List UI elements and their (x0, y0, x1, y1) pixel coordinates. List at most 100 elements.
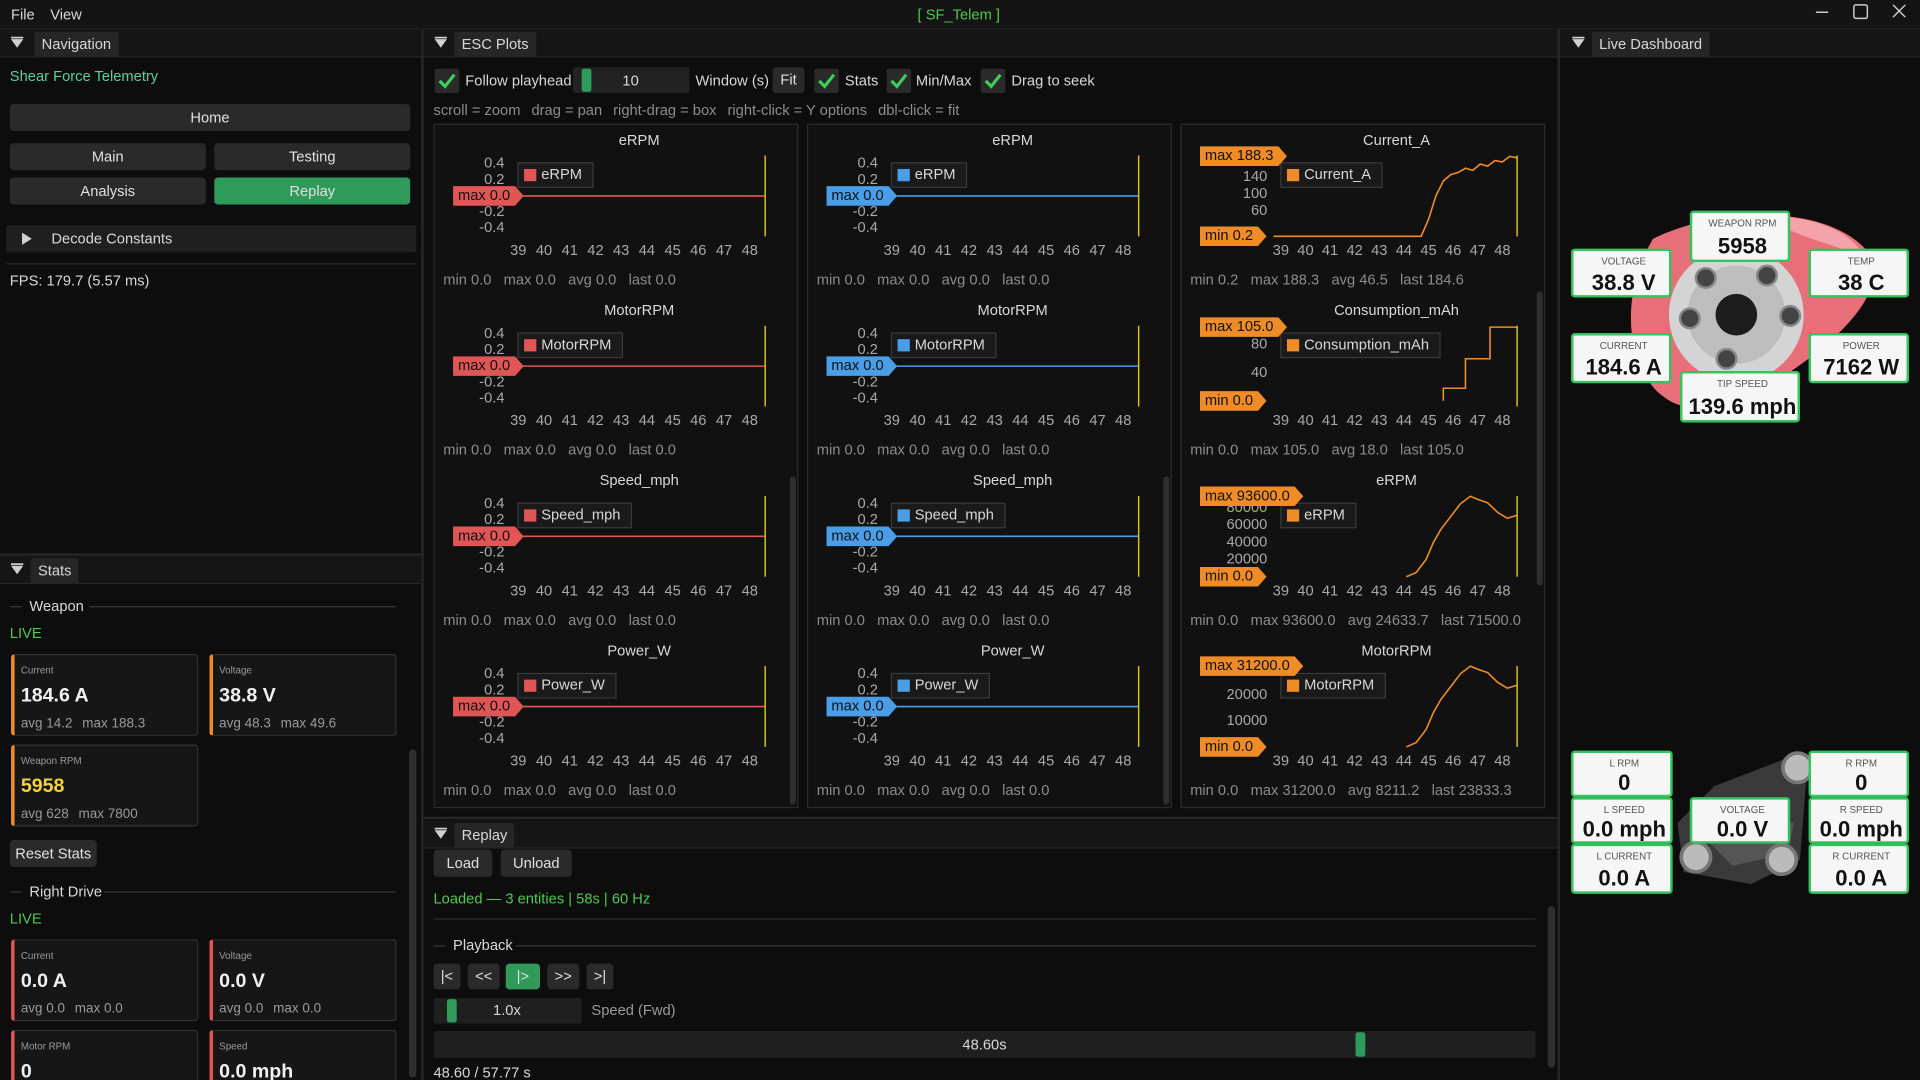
bolt (1715, 347, 1738, 370)
y-tick-label: 0.4 (484, 496, 504, 512)
tab[interactable]: Replay (454, 822, 515, 848)
stat-text: avg 8211.2 (1348, 783, 1420, 799)
stat-text: last 105.0 (1400, 443, 1464, 459)
dash-value: 0.0 mph (1819, 817, 1903, 842)
speed-slider[interactable] (433, 997, 582, 1024)
nav-button[interactable]: Replay (214, 177, 411, 205)
fit-button[interactable]: Fit (772, 67, 805, 94)
unload-button[interactable]: Unload (500, 849, 572, 877)
load-button[interactable]: Load (433, 849, 493, 877)
checkbox[interactable] (980, 68, 1006, 94)
playback-button[interactable]: >> (547, 963, 580, 990)
detail: max 7800 (78, 806, 138, 822)
x-tick-label: 48 (1115, 583, 1131, 599)
y-tick-label: 0.4 (858, 496, 878, 512)
playback-button[interactable]: << (467, 963, 500, 990)
x-tick-label: 46 (1445, 243, 1461, 259)
x-tick-label: 39 (510, 243, 526, 259)
x-tick-label: 41 (1322, 754, 1338, 770)
playback-button[interactable]: |> (505, 963, 540, 990)
toggle-icon (434, 36, 447, 48)
legend-swatch (897, 509, 910, 522)
check-mark (818, 73, 836, 89)
seek-bar[interactable] (433, 1031, 1536, 1058)
x-tick-label: 41 (562, 413, 578, 429)
slider[interactable] (573, 67, 690, 94)
nav-button[interactable]: Analysis (9, 177, 206, 205)
replay-status: Loaded — 3 entities | 58s | 60 Hz (433, 890, 651, 908)
y-tick-label: -0.2 (479, 715, 504, 731)
checkbox[interactable] (886, 68, 912, 94)
x-tick-label: 41 (935, 413, 951, 429)
badge-shape (1200, 737, 1267, 757)
badge-shape (453, 526, 524, 547)
legend: Power_W (517, 672, 617, 699)
plot-title: Current_A (1363, 133, 1430, 149)
speed-value: 1.0x (493, 1001, 521, 1019)
bolt (1678, 307, 1701, 330)
dash-label: WEAPON RPM (1708, 217, 1777, 229)
menu-item[interactable]: View (50, 6, 82, 24)
legend: Power_W (890, 672, 990, 699)
x-tick-label: 45 (1420, 583, 1436, 599)
nav-button[interactable]: Testing (214, 143, 411, 171)
toggle-icon (434, 827, 447, 839)
y-tick-label: 60000 (1227, 517, 1268, 533)
x-tick-label: 42 (1347, 583, 1363, 599)
menu-item[interactable]: File (11, 6, 35, 24)
plot: MotorRPM 20000 10000 39 40 41 42 43 44 45 46 47 48 Mo… (1190, 643, 1518, 799)
checkbox[interactable] (814, 68, 839, 94)
badge-label: max 0.0 (458, 358, 510, 374)
section-line (104, 891, 396, 893)
x-tick-label: 44 (1396, 243, 1412, 259)
playback-button[interactable]: >| (586, 963, 614, 990)
x-tick-label: 47 (716, 583, 732, 599)
x-tick-label: 39 (1273, 583, 1289, 599)
y-tick-label: 20000 (1227, 687, 1268, 703)
badge-label: max 0.0 (831, 188, 883, 204)
tab[interactable]: Navigation (34, 31, 119, 57)
nav-button[interactable]: Main (9, 143, 206, 171)
playback-button[interactable]: |< (433, 963, 461, 990)
y-tick-label: -0.2 (479, 374, 504, 390)
triangle (1572, 39, 1585, 48)
tab[interactable]: Stats (30, 558, 79, 583)
y-tick-label: 0.2 (858, 682, 878, 698)
badge-shape (1200, 656, 1304, 676)
card-detail: avg 0.0 max 0.0 (21, 1002, 123, 1019)
stat-text: min 0.0 (1190, 783, 1238, 799)
stat-card: Voltage 0.0 V avg 0.0 max 0.0 (209, 939, 397, 1022)
nav-button[interactable]: Home (9, 104, 411, 132)
y-tick-label: -0.4 (853, 390, 878, 406)
series-line (1442, 326, 1518, 401)
dash-value: 139.6 mph (1688, 394, 1797, 419)
reset-button[interactable]: Reset Stats (9, 840, 97, 867)
plot: Speed_mph 0.40.2 -0.2-0.4 39 40 41 42 43 44 45 46 4… (443, 473, 766, 629)
card-value: 5958 (20, 776, 65, 798)
x-tick-label: 48 (1115, 754, 1131, 770)
y-tick-label: 0.2 (858, 342, 878, 358)
window-title: [ SF_Telem ] (917, 6, 1001, 24)
dash-label: R SPEED (1839, 804, 1883, 816)
dash-card: TIP SPEED 139.6 mph (1680, 371, 1800, 423)
badge-shape (453, 186, 524, 206)
plot-title: MotorRPM (604, 303, 674, 319)
max-badge: max 0.0 (826, 186, 898, 206)
tab[interactable]: Live Dashboard (1591, 31, 1710, 57)
legend-swatch (1286, 168, 1300, 182)
plot-title: Speed_mph (600, 473, 679, 489)
stat-text: avg 0.0 (568, 613, 616, 629)
y-tick-label: -0.4 (479, 390, 504, 406)
decode-row[interactable] (6, 225, 417, 253)
tab[interactable]: ESC Plots (454, 31, 536, 57)
y-tick-label: 0.2 (484, 342, 504, 358)
plot-title: Speed_mph (973, 473, 1052, 489)
stat-text: avg 0.0 (568, 272, 616, 288)
window-controls (1815, 4, 1906, 20)
bar (1572, 36, 1585, 39)
checkbox[interactable] (434, 68, 460, 94)
x-tick-label: 47 (1470, 243, 1486, 259)
badge-shape (1200, 566, 1267, 587)
